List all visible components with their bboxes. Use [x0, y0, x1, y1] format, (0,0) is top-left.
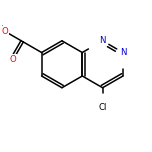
- Text: N: N: [120, 48, 126, 57]
- Text: Cl: Cl: [98, 103, 107, 112]
- Text: O: O: [10, 55, 17, 64]
- Text: N: N: [99, 36, 106, 45]
- Text: O: O: [2, 27, 8, 36]
